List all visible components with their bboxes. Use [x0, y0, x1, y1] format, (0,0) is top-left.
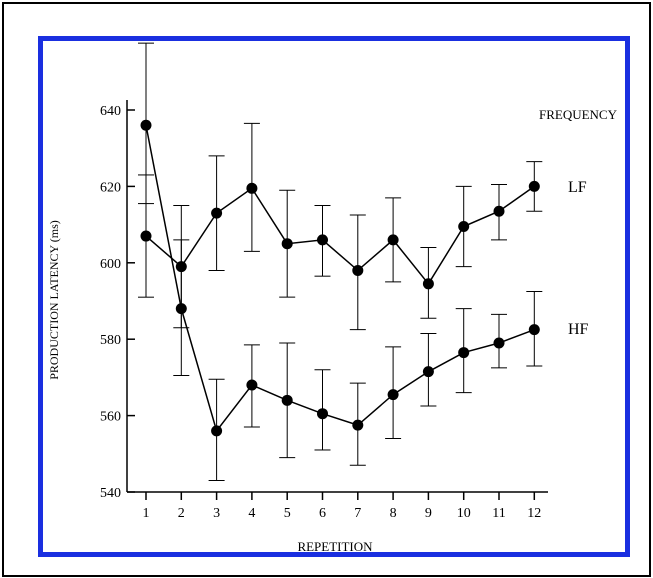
- y-axis: 540 560 580 600 620 640: [100, 100, 135, 501]
- y-tick-label: 620: [100, 180, 121, 195]
- y-tick-label: 580: [100, 333, 121, 348]
- data-point: [246, 182, 258, 194]
- series-layer: [138, 42, 543, 482]
- x-tick-label: 9: [425, 506, 432, 521]
- data-point: [493, 205, 505, 217]
- x-tick-label: 10: [457, 506, 471, 521]
- data-point: [387, 234, 399, 246]
- data-point: [422, 278, 434, 290]
- data-point: [175, 303, 187, 315]
- data-point: [317, 234, 328, 246]
- series-lf: [138, 122, 543, 331]
- y-tick-label: 640: [100, 104, 121, 119]
- x-tick-label: 6: [319, 506, 326, 521]
- data-point: [458, 347, 470, 359]
- x-axis: 1 2 3 4 5 6 7 8 9 10 11 12: [127, 491, 548, 521]
- x-tick-label: 7: [354, 506, 361, 521]
- series-labels: LF HF: [568, 179, 589, 338]
- x-tick-label: 2: [178, 506, 185, 521]
- x-tick-label: 11: [492, 506, 505, 521]
- series-label-hf: HF: [568, 321, 589, 338]
- series-line: [145, 125, 535, 433]
- y-axis-label: PRODUCTION LATENCY (ms): [47, 220, 61, 380]
- x-tick-label: 12: [527, 506, 541, 521]
- series-hf: [138, 42, 543, 482]
- data-point: [458, 221, 470, 233]
- data-point: [140, 230, 152, 242]
- series-label-lf: LF: [568, 179, 587, 196]
- x-tick-label: 3: [213, 506, 220, 521]
- y-tick-label: 600: [100, 257, 121, 272]
- data-point: [211, 207, 223, 219]
- data-point: [211, 425, 223, 437]
- data-point: [246, 379, 258, 391]
- x-tick-label: 1: [143, 506, 150, 521]
- data-point: [352, 419, 364, 431]
- data-point: [528, 324, 540, 336]
- chart-border: [38, 36, 630, 557]
- data-point: [493, 337, 505, 349]
- y-tick-label: 540: [100, 486, 121, 501]
- legend-title: FREQUENCY: [539, 107, 618, 122]
- data-point: [281, 238, 293, 250]
- data-point: [528, 180, 540, 192]
- data-point: [387, 389, 399, 401]
- x-tick-label: 5: [284, 506, 291, 521]
- data-point: [281, 394, 293, 406]
- data-point: [317, 408, 328, 420]
- data-point: [422, 366, 434, 378]
- series-line: [145, 185, 535, 286]
- x-tick-label: 8: [390, 506, 397, 521]
- x-axis-label: REPETITION: [297, 539, 373, 554]
- x-tick-label: 4: [248, 506, 255, 521]
- data-point: [140, 119, 152, 131]
- y-tick-label: 560: [100, 410, 121, 425]
- data-point: [352, 264, 364, 276]
